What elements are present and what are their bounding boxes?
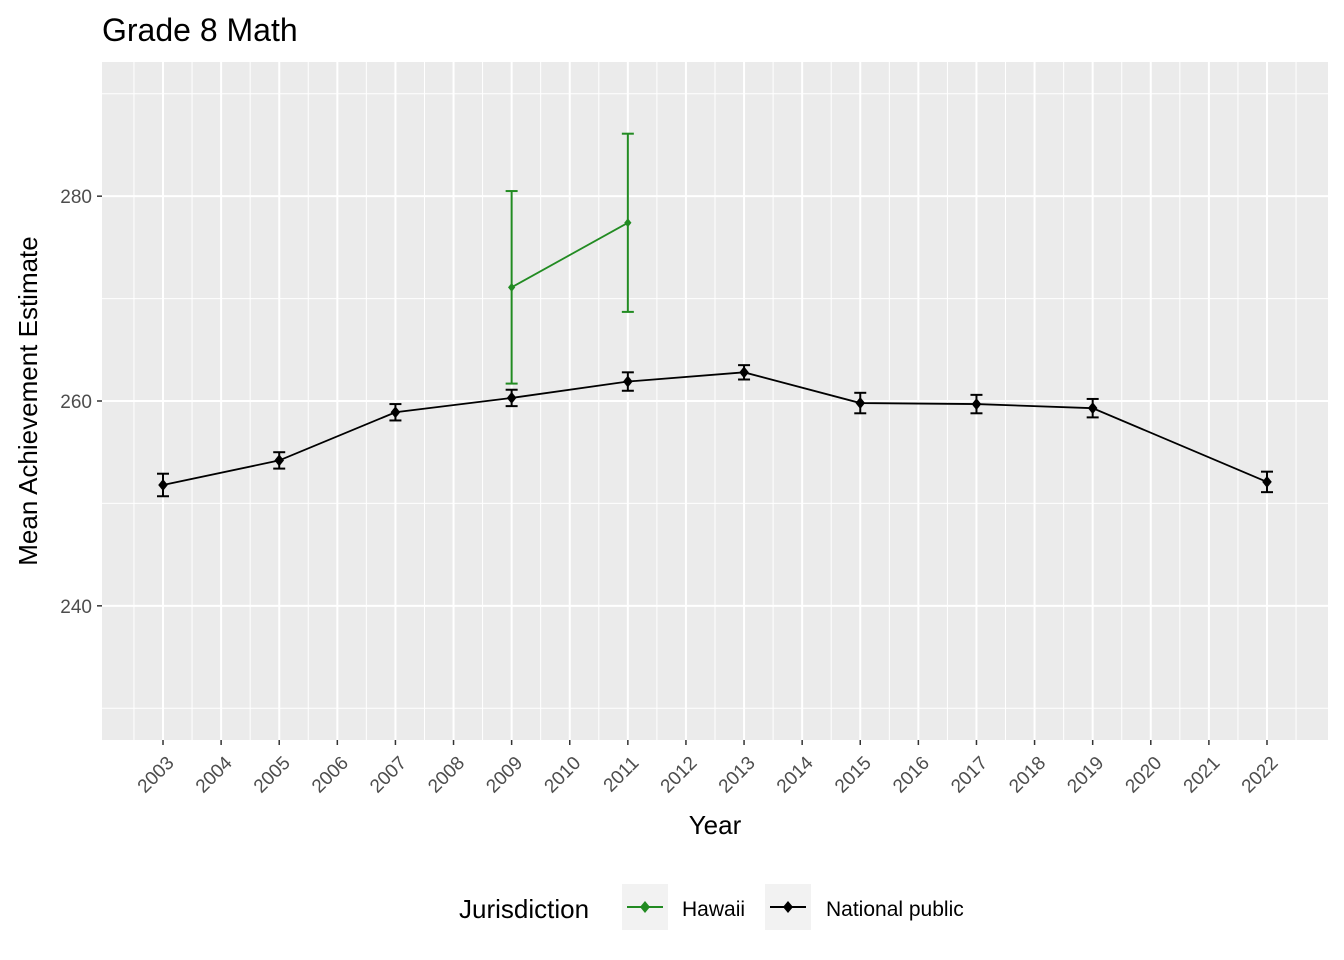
data-point-national-public bbox=[390, 406, 401, 419]
x-axis: 2003 2004 2005 2006 2007 2008 2009 2010 2011 2012… bbox=[134, 740, 1283, 797]
y-tick-label: 240 bbox=[60, 597, 92, 618]
series-line-hawaii bbox=[511, 222, 629, 289]
data-point-national-public bbox=[623, 375, 633, 388]
x-tick-label: 2007 bbox=[366, 753, 411, 798]
data-point-national-public bbox=[739, 366, 749, 379]
legend-title: Jurisdiction bbox=[459, 894, 589, 924]
x-tick-label: 2008 bbox=[424, 753, 469, 798]
data-point-national-public bbox=[971, 398, 982, 411]
x-tick-label: 2020 bbox=[1122, 753, 1167, 798]
chart-title: Grade 8 Math bbox=[102, 12, 298, 48]
series-line-national-public bbox=[162, 371, 1268, 486]
series-marks bbox=[157, 132, 1273, 498]
legend-point-hawaii bbox=[640, 901, 650, 913]
data-point-hawaii bbox=[508, 282, 516, 292]
y-axis-title: Mean Achievement Estimate bbox=[13, 236, 43, 566]
legend: Jurisdiction Hawaii National public bbox=[459, 884, 964, 930]
x-tick-label: 2010 bbox=[541, 753, 586, 798]
x-tick-label: 2022 bbox=[1238, 753, 1283, 798]
gridlines bbox=[102, 62, 1328, 740]
x-tick-label: 2006 bbox=[308, 753, 353, 798]
x-tick-label: 2011 bbox=[600, 753, 644, 797]
data-point-national-public bbox=[158, 478, 168, 491]
x-axis-title: Year bbox=[689, 810, 742, 840]
legend-label-hawaii: Hawaii bbox=[682, 898, 745, 921]
x-tick-label: 2021 bbox=[1180, 753, 1225, 798]
x-tick-label: 2013 bbox=[715, 753, 760, 798]
x-tick-label: 2017 bbox=[947, 753, 992, 798]
data-point-national-public bbox=[1262, 475, 1272, 488]
data-point-national-public bbox=[506, 391, 517, 404]
x-tick-label: 2004 bbox=[192, 752, 237, 797]
x-tick-label: 2015 bbox=[831, 753, 876, 798]
x-tick-label: 2014 bbox=[773, 752, 818, 797]
x-tick-label: 2003 bbox=[134, 753, 179, 798]
legend-label-national: National public bbox=[826, 898, 964, 921]
data-point-national-public bbox=[274, 454, 285, 467]
data-point-hawaii bbox=[624, 218, 632, 228]
x-tick-label: 2016 bbox=[889, 753, 934, 798]
y-axis: 240 260 280 bbox=[60, 187, 102, 618]
x-tick-label: 2009 bbox=[482, 753, 527, 798]
x-tick-label: 2012 bbox=[657, 753, 702, 798]
data-point-national-public bbox=[855, 397, 866, 410]
y-tick-label: 280 bbox=[60, 187, 92, 208]
legend-point-national bbox=[783, 901, 793, 913]
x-tick-label: 2005 bbox=[250, 753, 295, 798]
y-tick-label: 260 bbox=[60, 392, 92, 413]
data-point-national-public bbox=[1087, 402, 1098, 415]
x-tick-label: 2019 bbox=[1063, 753, 1108, 798]
x-tick-label: 2018 bbox=[1005, 753, 1050, 798]
